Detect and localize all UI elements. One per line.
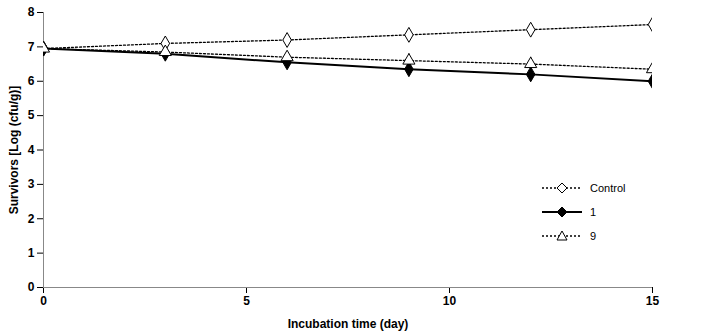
svg-text:0: 0 [40,294,47,308]
html-text:1: 1 [590,206,597,218]
svg-text:15: 15 [646,294,660,308]
svg-text:8: 8 [28,5,35,19]
svg-text:5: 5 [243,294,250,308]
svg-text:Survivors [Log (cfu/g)]: Survivors [Log (cfu/g)] [7,86,21,215]
svg-text:5: 5 [28,108,35,122]
svg-text:1: 1 [28,246,35,260]
svg-text:3: 3 [28,177,35,191]
svg-text:0: 0 [28,280,35,294]
svg-text:4: 4 [28,143,35,157]
html-text:Control: Control [590,182,626,194]
svg-text:2: 2 [28,212,35,226]
svg-text:10: 10 [443,294,457,308]
svg-text:6: 6 [28,74,35,88]
svg-text:7: 7 [28,40,35,54]
svg-text:Incubation time (day): Incubation time (day) [288,317,409,331]
html-text:9: 9 [590,230,597,242]
